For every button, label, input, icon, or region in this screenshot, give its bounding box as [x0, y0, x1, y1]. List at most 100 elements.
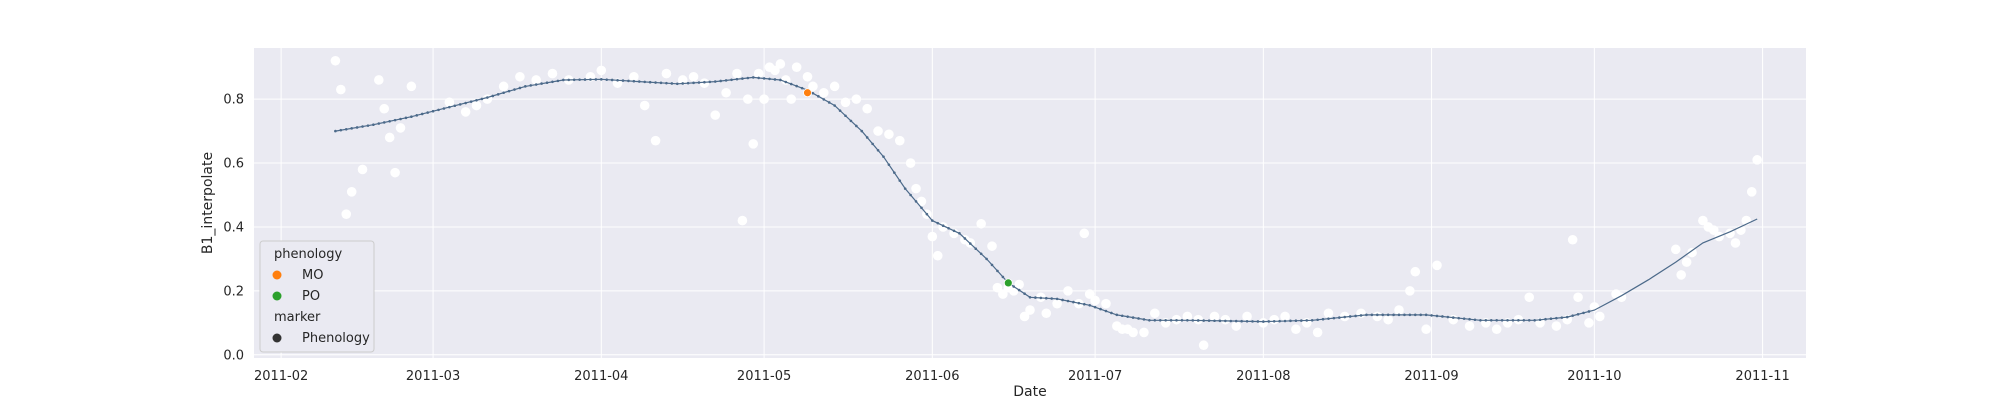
- observation-point: [862, 103, 873, 114]
- smoothed-point: [648, 80, 652, 84]
- smoothed-point: [556, 79, 560, 83]
- smoothed-point: [947, 226, 950, 230]
- smoothed-point: [524, 85, 527, 88]
- smoothed-point: [1565, 315, 1569, 319]
- smoothed-point: [334, 129, 337, 133]
- smoothed-point: [1489, 318, 1493, 322]
- smoothed-point: [1527, 318, 1531, 322]
- observation-point: [1198, 340, 1209, 351]
- observation-point: [775, 59, 786, 69]
- phenology-point-mo: [803, 88, 812, 98]
- smoothed-point: [936, 221, 940, 225]
- observation-point: [1242, 311, 1252, 322]
- smoothed-point: [817, 95, 820, 98]
- smoothed-point: [871, 142, 874, 146]
- smoothed-point: [1082, 302, 1086, 306]
- observation-point: [1063, 286, 1073, 296]
- smoothed-point: [404, 116, 408, 120]
- x-tick-label: 2011-10: [1567, 369, 1621, 384]
- observation-point: [379, 103, 390, 114]
- smoothed-point: [437, 108, 440, 112]
- observation-point: [357, 164, 368, 175]
- observation-point: [1681, 257, 1692, 267]
- smoothed-point: [1560, 316, 1564, 319]
- observation-point: [710, 110, 721, 120]
- smoothed-point: [1500, 318, 1504, 322]
- smoothed-point: [1196, 319, 1200, 322]
- observation-point: [1524, 292, 1535, 303]
- smoothed-point: [963, 237, 967, 240]
- smoothed-point: [637, 80, 641, 83]
- smoothed-point: [458, 103, 462, 106]
- smoothed-point: [1555, 316, 1558, 320]
- observation-point: [498, 81, 509, 92]
- observation-point: [786, 94, 797, 104]
- smoothed-point: [741, 77, 744, 80]
- smoothed-point: [1365, 313, 1368, 317]
- smoothed-point: [1120, 314, 1124, 318]
- smoothed-point: [442, 107, 446, 110]
- observation-point: [1551, 321, 1562, 331]
- y-tick-label: 0.0: [223, 348, 244, 363]
- smoothed-point: [1310, 318, 1314, 322]
- y-tick-label: 0.6: [223, 157, 244, 172]
- observation-point: [1079, 228, 1090, 239]
- observation-point: [932, 250, 943, 261]
- smoothed-point: [605, 78, 609, 81]
- smoothed-point: [665, 81, 668, 85]
- smoothed-point: [382, 121, 386, 124]
- observation-point: [1280, 311, 1290, 322]
- smoothed-point: [1115, 313, 1119, 317]
- smoothed-point: [1484, 318, 1488, 322]
- smoothed-point: [372, 123, 375, 127]
- smoothed-point: [838, 109, 842, 112]
- smoothed-point: [1023, 292, 1026, 295]
- smoothed-point: [600, 78, 603, 81]
- smoothed-point: [1289, 319, 1292, 323]
- smoothed-point: [909, 193, 912, 197]
- smoothed-point: [399, 117, 402, 121]
- observation-point: [851, 94, 862, 104]
- observation-point: [976, 218, 986, 229]
- smoothed-point: [1142, 318, 1146, 321]
- smoothed-point: [1017, 288, 1021, 292]
- legend-title-phenology: phenology: [274, 247, 342, 262]
- smoothed-point: [1131, 316, 1135, 319]
- x-tick-label: 2011-03: [406, 369, 460, 384]
- observation-point: [802, 71, 813, 82]
- observation-point: [677, 75, 688, 85]
- observation-point: [471, 100, 482, 111]
- observation-point: [444, 97, 455, 108]
- observation-point: [1052, 298, 1062, 309]
- smoothed-point: [1332, 316, 1336, 320]
- smoothed-point: [415, 114, 419, 117]
- observation-point: [1394, 305, 1404, 315]
- smoothed-point: [1104, 309, 1108, 313]
- observation-point: [395, 123, 406, 133]
- smoothed-point: [751, 76, 755, 79]
- x-axis-ticks: 2011-02 2011-03 2011-04 2011-05 2011-06 2011-…: [254, 369, 1790, 384]
- legend-label-po: PO: [302, 289, 320, 304]
- smoothed-point: [475, 98, 478, 102]
- observation-point: [639, 100, 650, 111]
- smoothed-point: [426, 111, 429, 114]
- smoothed-point: [551, 80, 554, 84]
- smoothed-point: [1175, 318, 1178, 322]
- smoothed-point: [1072, 300, 1075, 304]
- smoothed-point: [1164, 318, 1167, 322]
- smoothed-point: [1457, 316, 1460, 320]
- smoothed-point: [860, 129, 864, 133]
- smoothed-point: [865, 136, 869, 139]
- smoothed-point: [464, 101, 467, 105]
- x-tick-label: 2011-05: [737, 369, 791, 384]
- y-tick-label: 0.2: [223, 284, 244, 299]
- smoothed-point: [1283, 319, 1287, 323]
- y-tick-label: 0.8: [223, 93, 244, 108]
- smoothed-point: [1028, 295, 1032, 299]
- legend-box: [259, 240, 375, 353]
- observation-point: [743, 94, 753, 104]
- smoothed-point: [876, 148, 880, 152]
- observation-point: [829, 81, 840, 92]
- smoothed-point: [1251, 320, 1254, 323]
- smoothed-point: [1099, 307, 1102, 311]
